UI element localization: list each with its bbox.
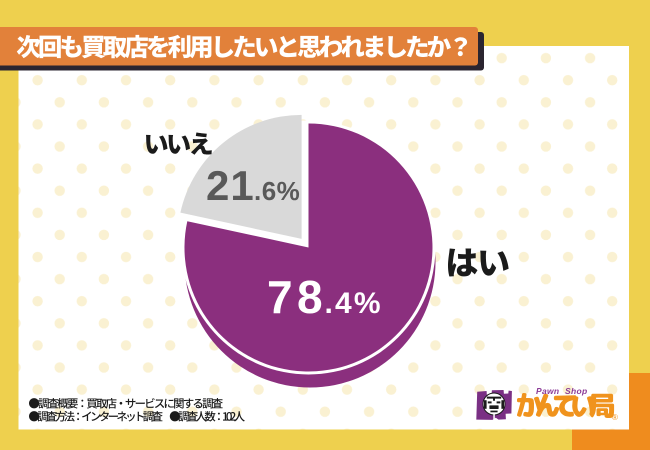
svg-text:®: ® — [612, 413, 618, 422]
svg-text:21: 21 — [206, 162, 255, 209]
svg-text:.4%: .4% — [325, 287, 383, 320]
svg-text:78: 78 — [267, 271, 327, 323]
svg-text:.6%: .6% — [254, 176, 300, 206]
svg-text:Pawn Shop: Pawn Shop — [536, 386, 588, 396]
